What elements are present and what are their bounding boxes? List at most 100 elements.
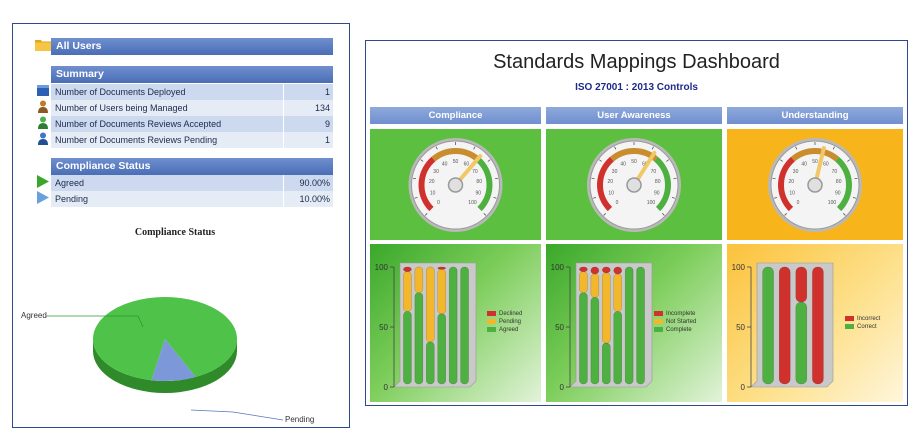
- gauge-hub: [807, 177, 823, 193]
- bar-segment: [795, 301, 808, 385]
- gauge-tick-label: 100: [468, 200, 477, 206]
- gauge-tick-label: 80: [836, 179, 842, 185]
- y-tick-label: 50: [736, 323, 745, 332]
- gauge-tick: [852, 196, 857, 199]
- y-tick-label: 0: [384, 383, 389, 392]
- bar-segment: [579, 266, 588, 272]
- understanding-bar-chart: 100 50 0: [732, 262, 834, 392]
- y-tick-label: 50: [379, 323, 388, 332]
- gauge-tick-label: 10: [789, 190, 795, 196]
- gauge-tick: [603, 213, 606, 216]
- legend-complete: Complete: [666, 327, 692, 334]
- gauge-tick: [493, 196, 497, 199]
- bar-segment: [579, 292, 588, 385]
- gauge-tick-label: 70: [832, 169, 838, 175]
- bar-segment: [590, 273, 600, 298]
- bar-segment: [414, 266, 424, 293]
- understanding-legend: Incorrect Correct: [845, 316, 880, 332]
- y-tick-label: 0: [560, 383, 565, 392]
- gauge-tick-label: 80: [476, 179, 482, 185]
- legend-incorrect: Incorrect: [857, 316, 881, 323]
- column-header-compliance: Compliance: [370, 107, 541, 124]
- legend-agreed: Agreed: [499, 327, 519, 334]
- awareness-bar-chart: 100 50 0: [551, 262, 653, 392]
- bar-cell-compliance: 100 50 0 Declined Pending Agreed: [370, 244, 541, 402]
- bar-segment: [613, 311, 622, 385]
- gauge-tick-label: 50: [812, 159, 818, 165]
- gauge-band: [597, 156, 614, 212]
- bar-segment: [812, 266, 824, 385]
- gauge-tick-label: 20: [608, 179, 614, 185]
- gauge-tick: [784, 213, 787, 216]
- bar-cell-awareness: 100 50 0 Incomplete Not Started Complete: [546, 244, 722, 402]
- bar-cell-understanding: 100 50 0 Incorrect Correct: [727, 244, 903, 402]
- gauge-tick-label: 90: [835, 190, 841, 196]
- gauge-hub: [626, 177, 642, 193]
- bar-segment: [426, 266, 435, 343]
- folder-icon: [35, 40, 51, 51]
- gauge-tick-label: 80: [655, 179, 661, 185]
- gauge-tick-label: 100: [647, 200, 656, 206]
- summary-row: Number of Documents Reviews Pending 1: [51, 132, 333, 148]
- gauge-tick-label: 30: [433, 169, 439, 175]
- bar-segment: [448, 266, 458, 385]
- gauge-tick-label: 40: [620, 162, 626, 168]
- y-tick-label: 50: [555, 323, 564, 332]
- gauge-tick-label: 40: [801, 162, 807, 168]
- gauge-tick-label: 50: [631, 159, 637, 165]
- bar-segment: [602, 272, 611, 344]
- compliance-legend: Declined Pending Agreed: [487, 311, 522, 335]
- bar-segment: [636, 266, 645, 385]
- gauge-tick: [614, 146, 617, 150]
- bar-segment: [613, 273, 622, 312]
- compliance-row: Pending 10.00%: [51, 191, 333, 207]
- gauge-tick: [598, 159, 602, 162]
- compliance-pie-chart: Agreed Pending: [21, 297, 314, 424]
- bar-segment: [403, 311, 412, 385]
- gauge-hub: [447, 177, 464, 193]
- legend-not-started: Not Started: [666, 319, 697, 326]
- bar-segment: [613, 266, 622, 275]
- bar-segment: [602, 342, 611, 385]
- gauge-tick: [435, 146, 438, 150]
- bar-segment: [426, 341, 435, 385]
- gauge-tick: [424, 213, 428, 216]
- summary-panel: All Users Summary Number of Documents De…: [12, 23, 350, 428]
- gauge-cell-compliance: 0 10 20 30 40 50 60 70 80 90 100: [370, 129, 541, 240]
- bar-segment: [795, 266, 808, 303]
- bar-segment: [602, 266, 611, 274]
- gauge-tick-label: 100: [828, 200, 837, 206]
- gauge-tick-label: 0: [616, 200, 619, 206]
- gauge-band: [778, 156, 795, 212]
- gauge-tick-label: 60: [464, 162, 470, 168]
- pending-leader-line: [190, 409, 284, 421]
- gauge-tick-label: 60: [823, 162, 829, 168]
- summary-row: Number of Documents Reviews Accepted 9: [51, 116, 333, 132]
- gauge-tick: [795, 146, 798, 150]
- gauge-tick-label: 90: [654, 190, 660, 196]
- pie-chart-title: Compliance Status: [134, 227, 216, 238]
- gauge-band: [654, 156, 671, 212]
- gauge-tick-label: 10: [430, 190, 436, 196]
- pie-slice-pending: [151, 339, 196, 381]
- gauge-tick: [671, 196, 676, 199]
- gauge-tick-label: 30: [793, 169, 799, 175]
- gauge-tick: [832, 146, 835, 150]
- all-users-header[interactable]: All Users: [51, 38, 333, 55]
- agreed-leader-line: [46, 315, 144, 328]
- pie-label-pending: Pending: [285, 415, 314, 424]
- gauge-tick: [847, 159, 851, 162]
- pie-label-agreed: Agreed: [21, 311, 47, 320]
- y-tick-label: 0: [741, 383, 746, 392]
- dashboard-subtitle: ISO 27001 : 2013 Controls: [575, 82, 698, 93]
- legend-correct: Correct: [857, 324, 877, 331]
- bar-segment: [762, 266, 774, 385]
- bar-segment: [460, 266, 469, 385]
- bar-segment: [590, 297, 600, 385]
- gauge-tick-label: 20: [429, 179, 435, 185]
- gauge-tick: [773, 196, 778, 199]
- compliance-row: Agreed 90.00%: [51, 175, 333, 191]
- y-tick-label: 100: [732, 263, 746, 272]
